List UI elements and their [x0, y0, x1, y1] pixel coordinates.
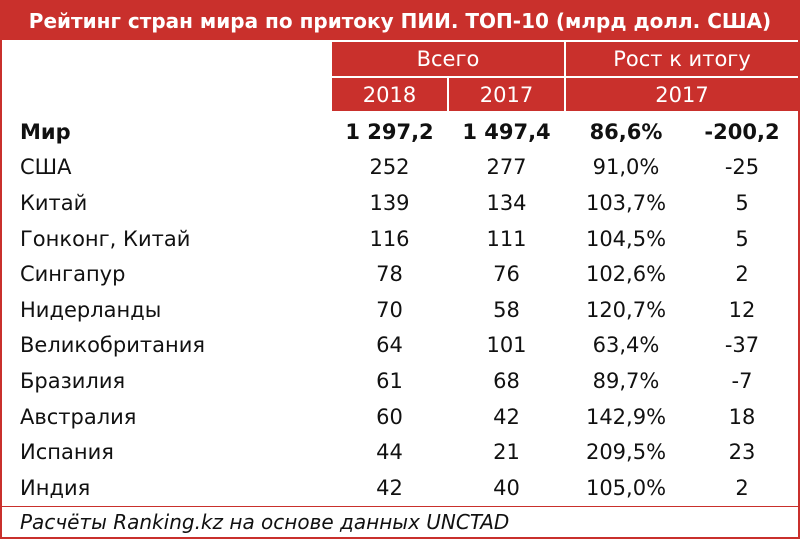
value-cell: 1 497,4	[462, 119, 551, 144]
country-cell: Китай	[20, 190, 88, 215]
country-cell: США	[20, 155, 72, 180]
value-cell: 68	[493, 368, 520, 393]
value-cell: 5	[735, 190, 749, 215]
value-cell: 60	[376, 404, 403, 429]
country-cell: Гонконг, Китай	[20, 226, 191, 251]
country-cell: Великобритания	[20, 333, 205, 358]
value-cell: 64	[376, 333, 403, 358]
value-cell: 116	[369, 226, 410, 251]
value-cell: 18	[728, 404, 756, 429]
value-cell: 76	[493, 262, 520, 287]
value-cell: 101	[486, 333, 527, 358]
value-cell: 78	[376, 262, 403, 287]
value-cell: 252	[369, 155, 410, 180]
value-cell: 44	[376, 440, 403, 465]
value-cell: 12	[728, 297, 756, 322]
value-cell: 2	[735, 475, 749, 500]
value-cell: 86,6%	[589, 119, 663, 144]
value-cell: 209,5%	[585, 440, 667, 465]
country-cell: Сингапур	[20, 262, 126, 287]
value-cell: 105,0%	[585, 475, 667, 500]
value-cell: 40	[493, 475, 520, 500]
value-cell: 91,0%	[592, 155, 660, 180]
country-cell: Австралия	[20, 404, 137, 429]
group-header: Всего	[332, 42, 564, 76]
value-cell: -200,2	[704, 119, 780, 144]
group-header: Рост к итогу	[566, 42, 798, 76]
country-cell: Нидерланды	[20, 297, 162, 322]
value-cell: 104,5%	[585, 226, 667, 251]
value-cell: 142,9%	[585, 404, 667, 429]
country-cell: Испания	[20, 440, 114, 465]
value-cell: 134	[486, 190, 527, 215]
value-cell: 120,7%	[585, 297, 667, 322]
year-header: 2017	[449, 78, 564, 111]
value-cell: -7	[731, 368, 753, 393]
value-cell: -37	[724, 333, 760, 358]
table-title: Рейтинг стран мира по притоку ПИИ. ТОП-1…	[2, 2, 798, 40]
value-cell: 63,4%	[592, 333, 660, 358]
country-cell: Мир	[20, 119, 71, 144]
value-cell: 102,6%	[585, 262, 667, 287]
year-header: 2018	[332, 78, 447, 111]
value-cell: -25	[724, 155, 760, 180]
value-cell: 89,7%	[592, 368, 660, 393]
value-cell: 70	[376, 297, 403, 322]
year-header: 2017	[566, 78, 798, 111]
footer-note: Расчёты Ranking.kz на основе данных UNCT…	[2, 506, 798, 537]
value-cell: 58	[493, 297, 520, 322]
value-cell: 277	[486, 155, 527, 180]
country-cell: Бразилия	[20, 368, 126, 393]
value-cell: 103,7%	[585, 190, 667, 215]
value-cell: 42	[376, 475, 403, 500]
value-cell: 2	[735, 262, 749, 287]
value-cell: 61	[376, 368, 403, 393]
value-cell: 111	[486, 226, 527, 251]
value-cell: 5	[735, 226, 749, 251]
value-cell: 23	[728, 440, 756, 465]
value-cell: 139	[369, 190, 410, 215]
value-cell: 1 297,2	[345, 119, 434, 144]
country-cell: Индия	[20, 475, 91, 500]
value-cell: 42	[493, 404, 520, 429]
value-cell: 21	[493, 440, 520, 465]
